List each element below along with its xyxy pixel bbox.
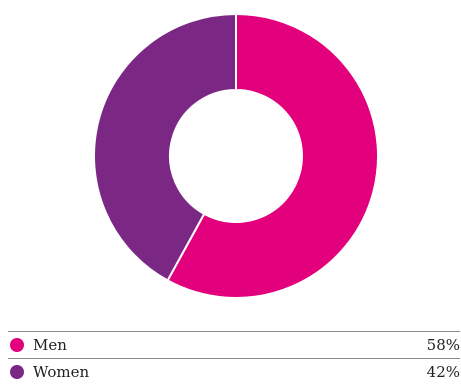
legend-value-men: 58% xyxy=(426,336,460,354)
chart-legend: Men 58% Women 42% xyxy=(8,331,460,385)
donut-slice-men xyxy=(166,12,379,299)
legend-swatch-men xyxy=(10,338,24,352)
donut-chart xyxy=(93,12,379,299)
donut-slice-women xyxy=(93,12,237,282)
legend-label-men: Men xyxy=(33,336,67,354)
legend-item-women: Women 42% xyxy=(8,358,460,385)
legend-value-women: 42% xyxy=(426,363,460,381)
legend-swatch-women xyxy=(10,365,24,379)
legend-label-women: Women xyxy=(33,363,90,381)
legend-item-men: Men 58% xyxy=(8,331,460,358)
